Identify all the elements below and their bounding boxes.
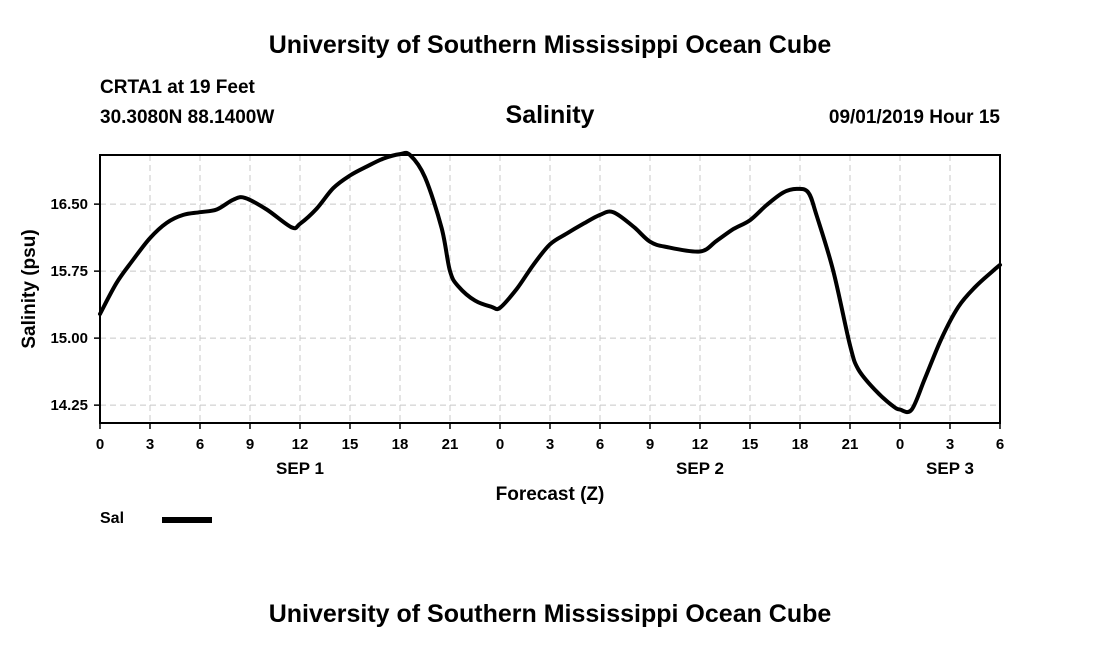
- x-tick-label: 15: [342, 436, 359, 453]
- footer-title: University of Southern Mississippi Ocean…: [268, 600, 832, 628]
- x-tick-label: 3: [946, 436, 954, 453]
- x-day-label: SEP 2: [676, 459, 724, 478]
- x-day-label: SEP 1: [276, 459, 324, 478]
- x-tick-label: 9: [246, 436, 254, 453]
- series-layer: [98, 150, 1002, 415]
- x-tick-label: 18: [792, 436, 809, 453]
- x-tick-label: 0: [496, 436, 504, 453]
- x-tick-label: 21: [442, 436, 459, 453]
- legend-label: Sal: [100, 510, 125, 527]
- x-tick-label: 0: [96, 436, 104, 453]
- page-title: University of Southern Mississippi Ocean…: [268, 31, 832, 59]
- salinity-series-line: [98, 150, 1002, 415]
- x-tick-label: 0: [896, 436, 904, 453]
- x-axis-label: Forecast (Z): [496, 484, 605, 505]
- station-coordinates: 30.3080N 88.1400W: [100, 107, 275, 128]
- y-tick-label: 14.25: [50, 397, 88, 414]
- grid-lines: [99, 155, 1001, 423]
- x-tick-label: 3: [146, 436, 154, 453]
- y-tick-label: 16.50: [50, 196, 88, 213]
- x-day-label: SEP 3: [926, 459, 974, 478]
- x-tick-label: 21: [842, 436, 859, 453]
- axis-ticks: 0 3 6 9 12 15 18 21 0 3 6 9 12 15 18 21 0 3 6 SEP 1 SEP 2 SEP…: [50, 196, 1004, 478]
- y-tick-label: 15.00: [50, 330, 88, 347]
- x-tick-label: 6: [996, 436, 1004, 453]
- x-tick-label: 3: [546, 436, 554, 453]
- chart-title: Salinity: [505, 101, 595, 129]
- x-tick-label: 12: [692, 436, 709, 453]
- x-tick-label: 6: [596, 436, 604, 453]
- x-tick-label: 6: [196, 436, 204, 453]
- station-name: CRTA1 at 19 Feet: [100, 77, 255, 98]
- x-tick-label: 18: [392, 436, 409, 453]
- y-tick-label: 15.75: [50, 263, 88, 280]
- y-axis-label: Salinity (psu): [19, 229, 40, 348]
- x-tick-label: 9: [646, 436, 654, 453]
- x-tick-label: 15: [742, 436, 759, 453]
- x-tick-label: 12: [292, 436, 309, 453]
- legend-line-swatch: [162, 517, 212, 523]
- forecast-timestamp: 09/01/2019 Hour 15: [828, 107, 1000, 128]
